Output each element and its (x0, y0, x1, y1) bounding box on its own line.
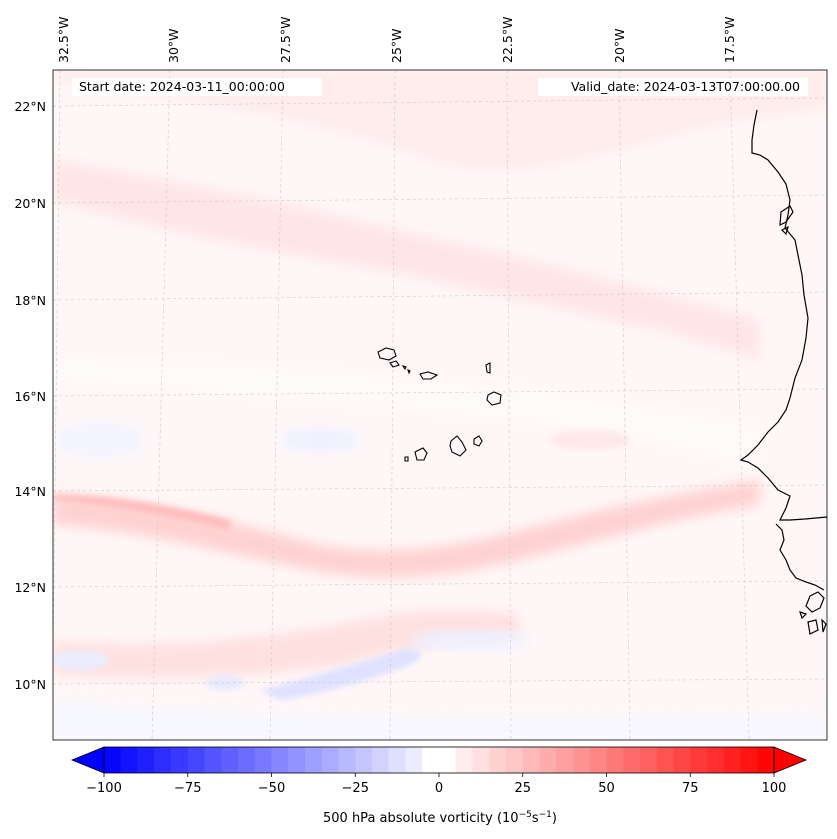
colorbar-cell (439, 747, 457, 773)
colorbar-cell (472, 747, 490, 773)
colorbar-tick-label: −50 (258, 781, 285, 796)
colorbar-tick-label: 25 (514, 781, 531, 796)
lon-label-30w: 30°W (166, 28, 181, 63)
lat-label-12n: 12°N (14, 580, 46, 595)
colorbar-cell (757, 747, 775, 773)
colorbar-cell (673, 747, 691, 773)
colorbar-cell (506, 747, 524, 773)
lat-label-14n: 14°N (14, 484, 46, 499)
colorbar-tick-label: 100 (762, 781, 787, 796)
lon-label-27-5w: 27.5°W (278, 17, 293, 63)
lon-label-20w: 20°W (612, 28, 627, 63)
colorbar-cell (640, 747, 658, 773)
lon-label-32-5w: 32.5°W (56, 17, 71, 63)
map-frame (52, 69, 828, 741)
colorbar-cell (606, 747, 624, 773)
colorbar-cell (171, 747, 189, 773)
african-coastline (739, 109, 827, 635)
vorticity-field (53, 70, 827, 740)
colorbar-label: 500 hPa absolute vorticity (10−5s−1) (323, 810, 557, 826)
lat-label-20n: 20°N (14, 196, 46, 211)
colorbar-cell (187, 747, 205, 773)
colorbar-cell (271, 747, 289, 773)
colorbar: −100 −75 −50 −25 0 25 50 75 100 500 hPa absolute… (70, 746, 808, 826)
colorbar-tick-label: 50 (598, 781, 615, 796)
colorbar-cell (656, 747, 674, 773)
colorbar-tick-label: −100 (86, 781, 122, 796)
colorbar-cell (623, 747, 641, 773)
colorbar-cell (489, 747, 507, 773)
lat-label-16n: 16°N (14, 389, 46, 404)
lat-label-22n: 22°N (14, 99, 46, 114)
colorbar-tick-label: −75 (174, 781, 201, 796)
colorbar-cell (690, 747, 708, 773)
colorbar-cell (137, 747, 155, 773)
colorbar-cell (723, 747, 741, 773)
colorbar-min-extend (70, 746, 105, 774)
colorbar-cell (455, 747, 473, 773)
colorbar-cell (589, 747, 607, 773)
lat-label-10n: 10°N (14, 677, 46, 692)
colorbar-tick-label: 0 (435, 781, 443, 796)
start-date-label: Start date: 2024-03-11_00:00:00 (79, 79, 285, 94)
lon-label-22-5w: 22.5°W (500, 17, 515, 63)
start-date-box (72, 78, 322, 96)
colorbar-cell (405, 747, 423, 773)
colorbar-cell (321, 747, 339, 773)
lat-label-18n: 18°N (14, 293, 46, 308)
valid-date-label: Valid_date: 2024-03-13T07:00:00.00 (571, 79, 800, 94)
lon-label-17-5w: 17.5°W (722, 17, 737, 63)
colorbar-cell (288, 747, 306, 773)
colorbar-cell (522, 747, 540, 773)
colorbar-cell (707, 747, 725, 773)
colorbar-cell (539, 747, 557, 773)
colorbar-ticks: −100 −75 −50 −25 0 25 50 75 100 (86, 773, 786, 796)
colorbar-cell (355, 747, 373, 773)
colorbar-cells (104, 747, 775, 773)
colorbar-max-extend (773, 746, 808, 774)
lon-label-25w: 25°W (389, 28, 404, 63)
colorbar-cell (238, 747, 256, 773)
colorbar-cell (338, 747, 356, 773)
colorbar-cell (221, 747, 239, 773)
valid-date-box (538, 78, 808, 96)
colorbar-tick-label: −25 (342, 781, 369, 796)
colorbar-cell (573, 747, 591, 773)
colorbar-cell (104, 747, 122, 773)
colorbar-tick-label: 75 (682, 781, 699, 796)
cape-verde-islands (377, 347, 502, 462)
colorbar-cell (388, 747, 406, 773)
colorbar-cell (120, 747, 138, 773)
colorbar-cell (154, 747, 172, 773)
colorbar-cell (254, 747, 272, 773)
colorbar-cell (204, 747, 222, 773)
colorbar-cell (422, 747, 440, 773)
colorbar-cell (372, 747, 390, 773)
colorbar-cell (556, 747, 574, 773)
colorbar-cell (305, 747, 323, 773)
colorbar-cell (740, 747, 758, 773)
